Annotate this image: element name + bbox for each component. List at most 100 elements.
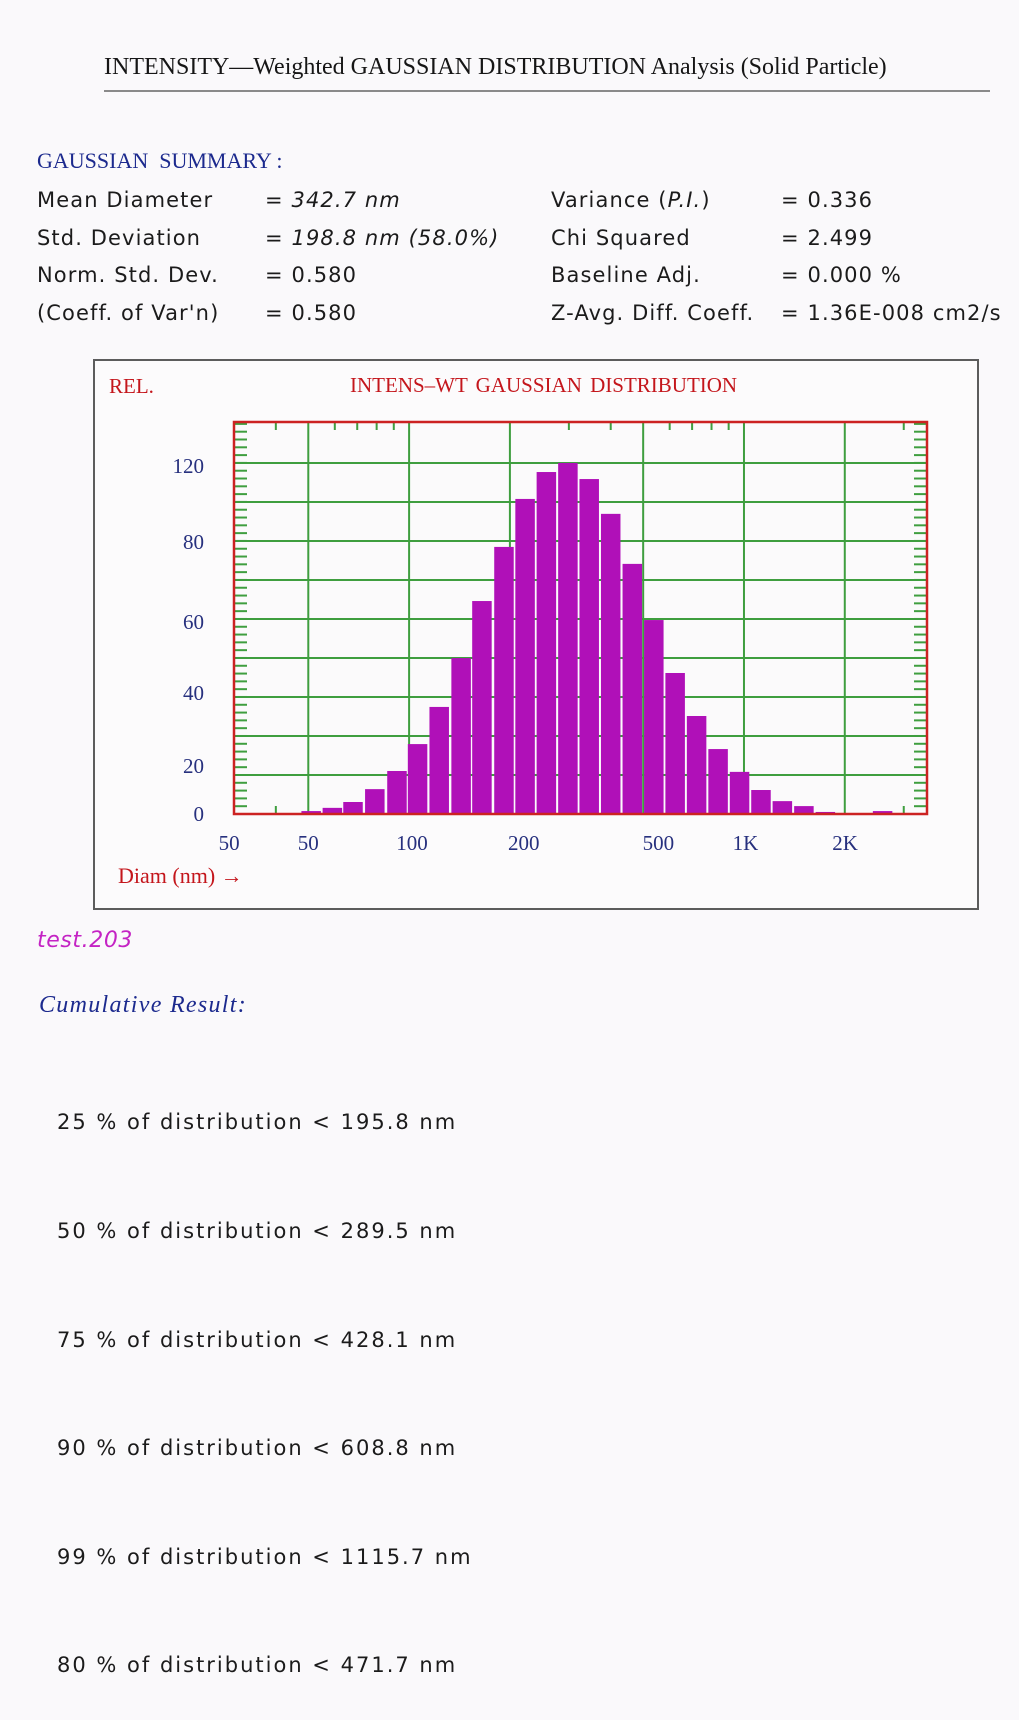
summary-value-z-avg-diff-coeff: = 1.36E-008 cm2/s [781, 295, 1019, 333]
cumulative-result-heading: Cumulative Result: [39, 992, 248, 1018]
title-divider [104, 90, 990, 92]
norm-std-dev-value: 0.580 [291, 263, 358, 288]
x-tick-label: 50 [219, 831, 240, 855]
sample-name: test.203 [37, 928, 134, 953]
equals-sign: = [781, 225, 800, 250]
distribution-chart-panel: 120 80 60 40 20 0 50 50 100 200 500 1K 2K REL. INTEN… [93, 359, 979, 910]
cumulative-row: 80 % of distribution < 471.7 nm [57, 1647, 473, 1683]
equals-sign: = [781, 188, 800, 212]
cumulative-percent: 99 % [57, 1544, 119, 1569]
y-axis-label: REL. [109, 374, 154, 398]
z-avg-diff-coeff-value: 1.36E-008 cm2/s [807, 301, 1002, 326]
report-title: INTENSITY—Weighted GAUSSIAN DISTRIBUTION… [104, 54, 887, 80]
coeff-of-variation-value: 0.580 [291, 301, 358, 326]
summary-label-variance: Variance (P.I.) [551, 182, 781, 220]
baseline-adj-value: 0.000 % [807, 263, 902, 288]
histogram-bar [322, 807, 343, 814]
plot-border [232, 420, 929, 816]
histogram-bar [365, 789, 385, 814]
equals-sign: = [781, 263, 800, 288]
histogram-bar [665, 672, 685, 814]
cumulative-value: 428.1 nm [340, 1327, 458, 1352]
cumulative-percent: 75 % [57, 1327, 119, 1352]
histogram-bar [686, 716, 707, 814]
equals-sign: = [265, 263, 284, 288]
cumulative-row: 75 % of distribution < 428.1 nm [57, 1322, 473, 1358]
x-tick-label: 1K [733, 831, 759, 855]
x-tick-label: 50 [298, 831, 319, 855]
histogram-bar [494, 546, 514, 814]
cumulative-row: 90 % of distribution < 608.8 nm [57, 1430, 473, 1466]
equals-sign: = [781, 301, 800, 326]
summary-label-std-deviation: Std. Deviation [37, 225, 202, 250]
histogram-bar [579, 479, 599, 814]
summary-value-chi-squared: = 2.499 [781, 220, 1019, 258]
mean-diameter-value: 342.7 nm [291, 188, 401, 212]
histogram-bar [794, 806, 814, 814]
equals-sign: = [265, 188, 284, 212]
summary-label-baseline-adj: Baseline Adj. [551, 263, 701, 288]
summary-value-std-deviation: = 198.8 nm (58.0%) [265, 220, 551, 258]
y-tick-label: 60 [183, 610, 204, 634]
cumulative-percent: 80 % [57, 1653, 119, 1678]
histogram-bar [644, 620, 664, 814]
histogram-bar [872, 811, 893, 814]
equals-sign: = [265, 301, 284, 326]
summary-value-variance: = 0.336 [781, 182, 1019, 220]
summary-heading: GAUSSIAN SUMMARY : [37, 148, 283, 173]
cumulative-phrase: of distribution < [127, 1327, 332, 1352]
histogram-bar [708, 749, 728, 814]
x-tick-label: 2K [832, 831, 858, 855]
cumulative-phrase: of distribution < [127, 1436, 332, 1461]
cumulative-row: 50 % of distribution < 289.5 nm [57, 1213, 473, 1249]
cumulative-percent: 25 % [57, 1110, 119, 1135]
histogram-bar [343, 802, 363, 814]
x-tick-label: 100 [396, 831, 428, 855]
cumulative-result-list: 25 % of distribution < 195.8 nm 50 % of … [57, 1032, 473, 1720]
summary-table: Mean Diameter = 342.7 nm Variance (P.I.)… [37, 182, 1019, 333]
cumulative-value: 471.7 nm [340, 1653, 458, 1678]
histogram-bar [451, 658, 471, 814]
cumulative-row: 99 % of distribution < 1115.7 nm [57, 1539, 473, 1575]
histogram-bar [407, 744, 428, 814]
variance-label-close: ) [701, 188, 711, 212]
cumulative-row: 25 % of distribution < 195.8 nm [57, 1104, 473, 1140]
y-tick-label: 20 [183, 754, 204, 778]
cumulative-value: 289.5 nm [340, 1219, 458, 1243]
cumulative-percent: 90 % [57, 1436, 119, 1461]
histogram-bar [387, 770, 407, 814]
cumulative-value: 608.8 nm [340, 1436, 458, 1461]
summary-value-norm-std-dev: = 0.580 [265, 257, 551, 295]
chart-title: INTENS–WT GAUSSIAN DISTRIBUTION [350, 373, 738, 397]
cumulative-value: 1115.7 nm [340, 1544, 473, 1569]
histogram-bar [600, 513, 621, 814]
cumulative-percent: 50 % [57, 1219, 119, 1243]
variance-pi-label: P.I. [667, 188, 702, 212]
histogram-bar [622, 563, 643, 814]
summary-label-z-avg-diff-coeff: Z-Avg. Diff. Coeff. [551, 301, 755, 326]
histogram-bar [729, 771, 750, 814]
histogram-bar [472, 601, 492, 814]
cumulative-phrase: of distribution < [127, 1544, 332, 1569]
summary-value-mean-diameter: = 342.7 nm [265, 182, 551, 220]
x-axis-label: Diam (nm) → [118, 863, 243, 888]
histogram-bar [558, 462, 578, 814]
chi-squared-value: 2.499 [807, 225, 874, 250]
summary-label-coeff-of-variation: (Coeff. of Var'n) [37, 301, 220, 326]
cumulative-phrase: of distribution < [127, 1110, 332, 1135]
equals-sign: = [265, 225, 284, 250]
summary-label-mean-diameter: Mean Diameter [37, 188, 214, 212]
cumulative-phrase: of distribution < [127, 1653, 332, 1678]
histogram-bar [536, 472, 557, 814]
histogram-bar [772, 801, 793, 814]
std-deviation-value: 198.8 nm (58.0%) [291, 225, 500, 250]
x-tick-label: 200 [508, 831, 540, 855]
summary-value-baseline-adj: = 0.000 % [781, 257, 1019, 295]
summary-label-chi-squared: Chi Squared [551, 225, 691, 250]
y-tick-label: 120 [173, 454, 205, 478]
histogram-bar [751, 790, 771, 814]
y-tick-label: 80 [183, 530, 204, 554]
y-tick-label: 0 [194, 802, 205, 826]
